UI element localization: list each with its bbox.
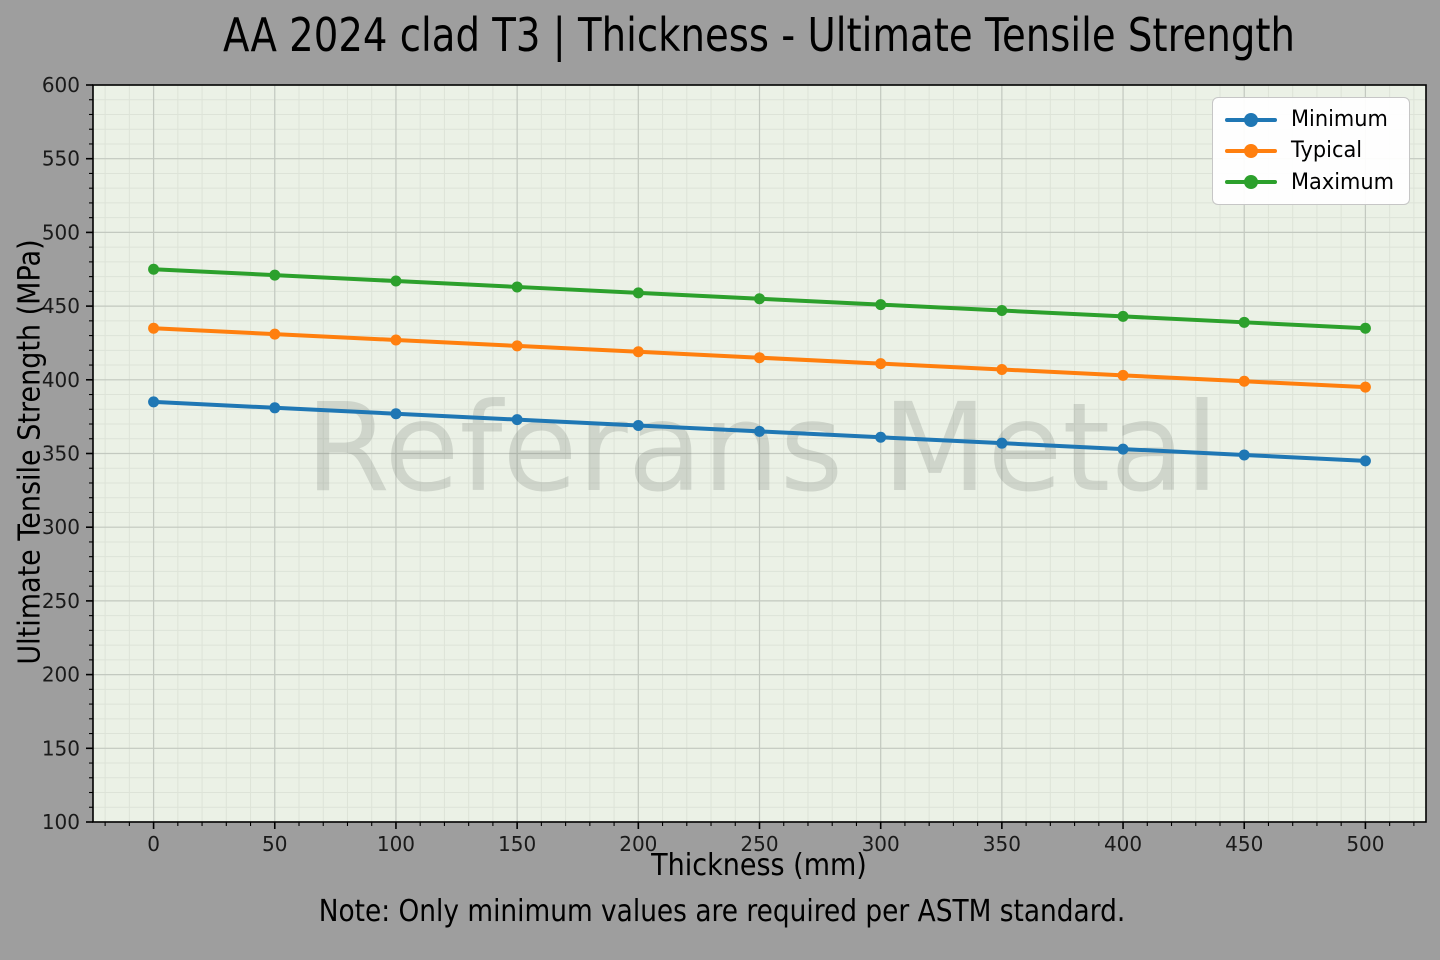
data-point-maximum xyxy=(148,263,160,275)
data-point-maximum xyxy=(1238,316,1250,328)
legend: Minimum Typical Maximum xyxy=(1212,97,1410,205)
data-point-minimum xyxy=(875,431,887,443)
legend-line-sample-typical xyxy=(1225,143,1277,158)
x-tick-label: 50 xyxy=(262,832,287,856)
legend-item-typical: Typical xyxy=(1225,138,1397,163)
data-point-maximum xyxy=(754,293,765,305)
legend-item-minimum: Minimum xyxy=(1225,107,1397,132)
data-point-typical xyxy=(511,340,523,352)
data-point-minimum xyxy=(390,408,402,420)
data-point-typical xyxy=(996,363,1008,375)
y-tick-label: 400 xyxy=(42,368,80,392)
footnote: Note: Only minimum values are required p… xyxy=(318,894,1126,929)
x-tick-label: 350 xyxy=(983,832,1021,856)
legend-marker-typical xyxy=(1244,143,1258,158)
data-point-maximum xyxy=(875,299,887,311)
y-tick-label: 200 xyxy=(42,663,80,687)
data-point-minimum xyxy=(1238,449,1250,461)
legend-item-maximum: Maximum xyxy=(1225,170,1397,195)
legend-label-maximum: Maximum xyxy=(1291,169,1394,195)
data-point-typical xyxy=(1359,381,1371,393)
x-axis-label: Thickness (mm) xyxy=(651,848,867,883)
data-point-typical xyxy=(875,358,887,370)
data-point-typical xyxy=(1117,369,1129,381)
y-tick-label: 100 xyxy=(42,810,80,834)
data-point-maximum xyxy=(269,269,281,281)
data-point-maximum xyxy=(390,275,402,287)
data-point-typical xyxy=(390,334,402,346)
legend-marker-maximum xyxy=(1244,175,1258,190)
chart-title: AA 2024 clad T3 | Thickness - Ultimate T… xyxy=(222,8,1296,62)
x-tick-label: 100 xyxy=(377,832,415,856)
x-tick-label: 150 xyxy=(498,832,536,856)
y-tick-label: 500 xyxy=(42,220,80,244)
y-tick-label: 300 xyxy=(42,515,80,539)
data-point-maximum xyxy=(996,305,1008,317)
y-tick-label: 150 xyxy=(42,736,80,760)
data-point-minimum xyxy=(1359,455,1371,467)
data-point-typical xyxy=(1238,375,1250,387)
y-tick-label: 250 xyxy=(42,589,80,613)
data-point-minimum xyxy=(632,419,644,431)
x-tick-label: 250 xyxy=(740,832,778,856)
y-axis-label: Ultimate Tensile Strength (MPa) xyxy=(12,239,48,665)
y-tick-label: 450 xyxy=(42,294,80,318)
data-point-minimum xyxy=(269,402,281,414)
data-point-minimum xyxy=(996,437,1008,449)
data-point-minimum xyxy=(511,414,523,426)
data-point-maximum xyxy=(1359,322,1371,334)
data-point-maximum xyxy=(511,281,523,293)
data-point-typical xyxy=(148,322,160,334)
x-tick-label: 450 xyxy=(1225,832,1263,856)
y-tick-label: 600 xyxy=(42,73,80,97)
data-point-minimum xyxy=(754,425,765,437)
data-point-typical xyxy=(269,328,281,340)
legend-line-sample-minimum xyxy=(1225,112,1277,127)
data-point-typical xyxy=(754,352,765,364)
data-point-typical xyxy=(632,346,644,358)
x-tick-label: 400 xyxy=(1104,832,1142,856)
data-point-minimum xyxy=(1117,443,1129,455)
legend-label-typical: Typical xyxy=(1291,138,1363,164)
data-point-minimum xyxy=(148,396,160,408)
data-point-maximum xyxy=(1117,310,1129,322)
y-tick-label: 350 xyxy=(42,442,80,466)
y-tick-label: 550 xyxy=(42,147,80,171)
x-tick-label: 200 xyxy=(619,832,657,856)
data-point-maximum xyxy=(632,287,644,299)
x-tick-label: 300 xyxy=(862,832,900,856)
x-tick-label: 500 xyxy=(1346,832,1384,856)
legend-line-sample-maximum xyxy=(1225,175,1277,190)
legend-marker-minimum xyxy=(1244,112,1258,127)
legend-label-minimum: Minimum xyxy=(1291,107,1388,133)
x-tick-label: 0 xyxy=(147,832,160,856)
